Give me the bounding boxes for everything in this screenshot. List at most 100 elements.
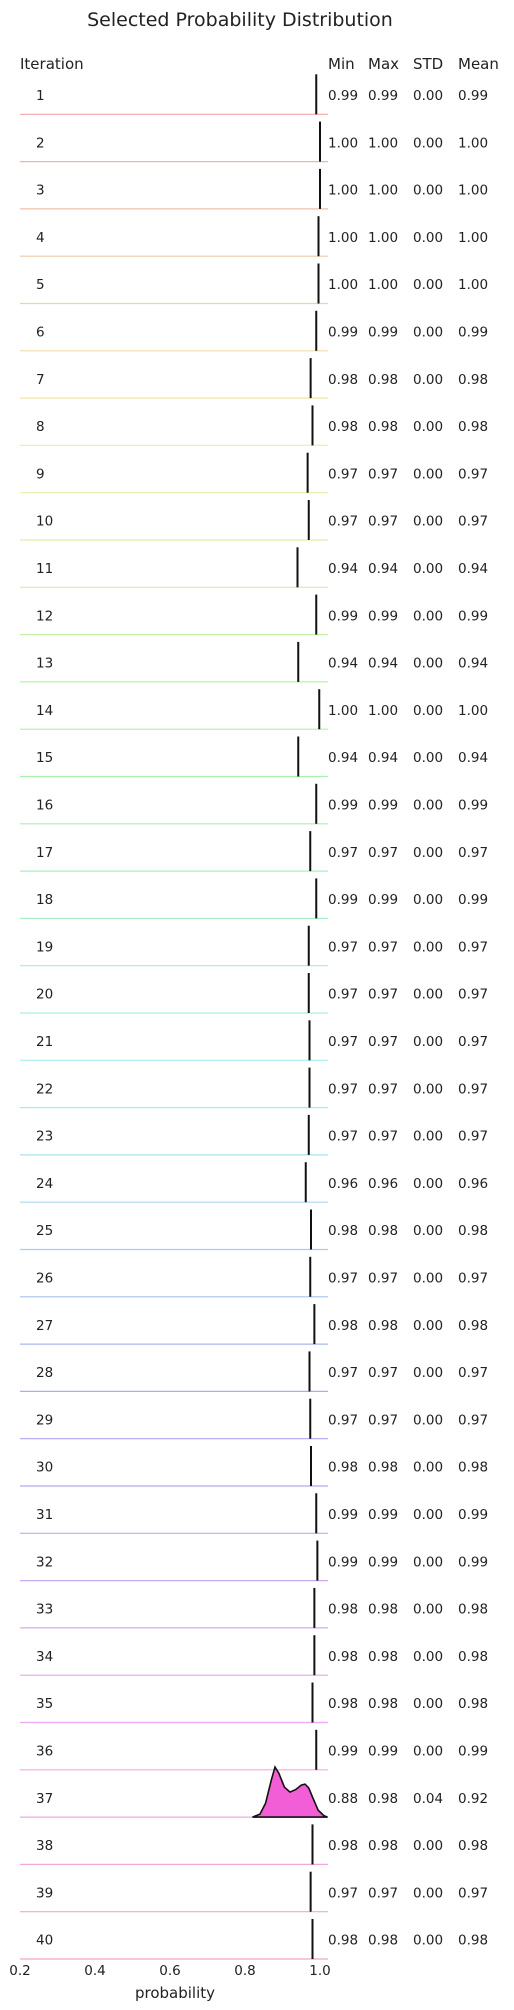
ridge-row-33: 33 0.98 0.98 0.00 0.98 <box>20 1587 488 1629</box>
stat-max: 0.99 <box>368 325 398 341</box>
stat-mean: 0.99 <box>458 325 488 341</box>
stat-max: 0.99 <box>368 1554 398 1570</box>
stat-std: 0.00 <box>413 892 443 908</box>
iteration-label: 16 <box>36 798 53 814</box>
stat-std: 0.00 <box>413 372 443 388</box>
stat-std: 0.00 <box>413 845 443 861</box>
stat-std: 0.00 <box>413 135 443 151</box>
stat-min: 0.99 <box>328 325 358 341</box>
stat-mean: 0.94 <box>458 750 488 766</box>
stat-min: 0.98 <box>328 1460 358 1476</box>
stat-min: 1.00 <box>328 135 358 151</box>
stat-max: 1.00 <box>368 135 398 151</box>
stat-min: 1.00 <box>328 230 358 246</box>
stat-std: 0.00 <box>413 703 443 719</box>
ridge-row-36: 36 0.99 0.99 0.00 0.99 <box>20 1729 488 1771</box>
ridge-row-9: 9 0.97 0.97 0.00 0.97 <box>20 452 488 494</box>
stat-max: 0.97 <box>368 514 398 530</box>
stat-std: 0.00 <box>413 277 443 293</box>
ridge-row-13: 13 0.94 0.94 0.00 0.94 <box>20 641 488 683</box>
stat-max: 1.00 <box>368 277 398 293</box>
stat-min: 0.97 <box>328 1129 358 1145</box>
ridge-row-17: 17 0.97 0.97 0.00 0.97 <box>20 831 488 872</box>
stat-min: 0.99 <box>328 798 358 814</box>
iteration-label: 5 <box>36 277 45 293</box>
iteration-label: 25 <box>36 1223 53 1239</box>
ridge-row-25: 25 0.98 0.98 0.00 0.98 <box>20 1209 488 1251</box>
ridge-row-30: 30 0.98 0.98 0.00 0.98 <box>20 1446 488 1487</box>
iteration-label: 20 <box>36 987 53 1003</box>
iteration-label: 12 <box>36 608 53 624</box>
ridge-row-15: 15 0.94 0.94 0.00 0.94 <box>20 736 488 778</box>
stat-std: 0.00 <box>413 1129 443 1145</box>
iteration-label: 39 <box>36 1885 53 1901</box>
ridge-row-29: 29 0.97 0.97 0.00 0.97 <box>20 1398 488 1440</box>
stat-mean: 0.98 <box>458 1318 488 1334</box>
ridge-row-4: 4 1.00 1.00 0.00 1.00 <box>20 216 488 257</box>
stat-min: 0.98 <box>328 1318 358 1334</box>
stat-min: 0.99 <box>328 88 358 104</box>
stat-min: 0.98 <box>328 1602 358 1618</box>
stat-min: 0.97 <box>328 845 358 861</box>
stat-mean: 0.96 <box>458 1176 488 1192</box>
stat-std: 0.04 <box>413 1791 443 1807</box>
ridge-row-24: 24 0.96 0.96 0.00 0.96 <box>20 1162 488 1203</box>
stat-header-min: Min <box>328 55 355 73</box>
stat-min: 1.00 <box>328 703 358 719</box>
stat-max: 0.98 <box>368 1318 398 1334</box>
stat-std: 0.00 <box>413 608 443 624</box>
stat-min: 0.98 <box>328 1223 358 1239</box>
stat-std: 0.00 <box>413 939 443 955</box>
stat-mean: 0.97 <box>458 1885 488 1901</box>
stat-mean: 0.97 <box>458 1412 488 1428</box>
stat-std: 0.00 <box>413 1176 443 1192</box>
iteration-label: 33 <box>36 1602 53 1618</box>
stat-max: 0.97 <box>368 987 398 1003</box>
stat-min: 0.97 <box>328 1412 358 1428</box>
stat-header-mean: Mean <box>458 55 499 73</box>
stat-mean: 0.99 <box>458 608 488 624</box>
stat-max: 0.98 <box>368 1223 398 1239</box>
stat-header-std: STD <box>413 55 443 73</box>
stat-std: 0.00 <box>413 1034 443 1050</box>
stat-mean: 0.98 <box>458 1602 488 1618</box>
x-axis-label: probability <box>135 1984 215 2002</box>
stat-max: 1.00 <box>368 230 398 246</box>
stat-max: 0.98 <box>368 372 398 388</box>
stat-min: 0.94 <box>328 750 358 766</box>
stat-std: 0.00 <box>413 419 443 435</box>
stat-mean: 0.99 <box>458 1507 488 1523</box>
stat-mean: 0.99 <box>458 1554 488 1570</box>
stat-max: 0.97 <box>368 1365 398 1381</box>
iteration-label: 23 <box>36 1129 53 1145</box>
stat-mean: 0.94 <box>458 656 488 672</box>
row-header: Iteration <box>20 55 84 73</box>
stat-mean: 0.98 <box>458 1649 488 1665</box>
stat-max: 0.96 <box>368 1176 398 1192</box>
stat-mean: 0.98 <box>458 1838 488 1854</box>
stat-min: 0.98 <box>328 1838 358 1854</box>
ridge-row-23: 23 0.97 0.97 0.00 0.97 <box>20 1114 488 1156</box>
stat-mean: 0.97 <box>458 1271 488 1287</box>
stat-min: 0.99 <box>328 1744 358 1760</box>
stat-mean: 1.00 <box>458 277 488 293</box>
stat-min: 0.99 <box>328 1507 358 1523</box>
ridge-row-8: 8 0.98 0.98 0.00 0.98 <box>20 405 488 446</box>
ridge-row-28: 28 0.97 0.97 0.00 0.97 <box>20 1351 488 1393</box>
ridge-row-27: 27 0.98 0.98 0.00 0.98 <box>20 1304 488 1345</box>
ridge-row-32: 32 0.99 0.99 0.00 0.99 <box>20 1540 488 1582</box>
x-tick-label: 0.6 <box>159 1963 180 1979</box>
stat-mean: 0.98 <box>458 1933 488 1949</box>
iteration-label: 31 <box>36 1507 53 1523</box>
stat-mean: 0.98 <box>458 419 488 435</box>
stat-min: 0.97 <box>328 514 358 530</box>
stat-mean: 1.00 <box>458 703 488 719</box>
stat-std: 0.00 <box>413 325 443 341</box>
stat-std: 0.00 <box>413 1365 443 1381</box>
x-tick-label: 0.8 <box>234 1963 255 1979</box>
ridge-row-5: 5 1.00 1.00 0.00 1.00 <box>20 263 488 305</box>
ridge-row-16: 16 0.99 0.99 0.00 0.99 <box>20 783 488 825</box>
ridge-row-21: 21 0.97 0.97 0.00 0.97 <box>20 1020 488 1061</box>
ridge-row-39: 39 0.97 0.97 0.00 0.97 <box>20 1871 488 1913</box>
ridge-row-7: 7 0.98 0.98 0.00 0.98 <box>20 358 488 399</box>
